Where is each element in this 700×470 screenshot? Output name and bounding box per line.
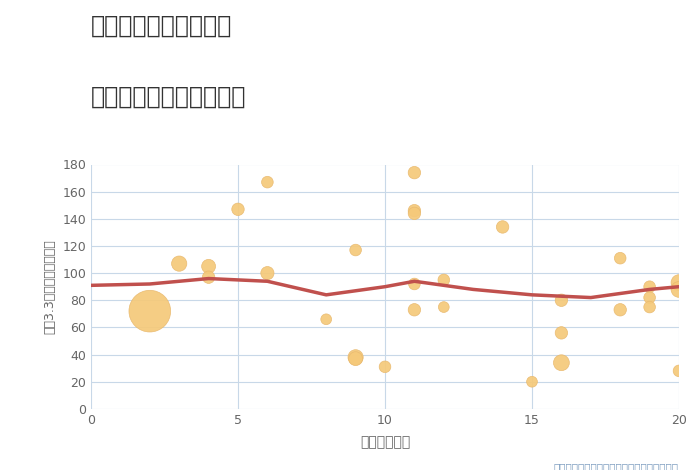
Point — [438, 303, 449, 311]
Point — [203, 263, 214, 270]
Point — [526, 378, 538, 385]
Point — [556, 329, 567, 337]
Point — [232, 205, 244, 213]
Text: 千葉県成田市北須賀の: 千葉県成田市北須賀の — [91, 14, 232, 38]
Point — [409, 306, 420, 313]
Point — [409, 280, 420, 288]
Point — [203, 274, 214, 281]
Text: 駅距離別中古戸建て価格: 駅距離別中古戸建て価格 — [91, 85, 246, 109]
Point — [409, 169, 420, 176]
Point — [556, 359, 567, 367]
Point — [321, 315, 332, 323]
Point — [174, 260, 185, 267]
Point — [350, 353, 361, 361]
Point — [644, 294, 655, 301]
Point — [144, 307, 155, 315]
Point — [438, 276, 449, 284]
Point — [262, 269, 273, 277]
Point — [379, 363, 391, 370]
X-axis label: 駅距離（分）: 駅距離（分） — [360, 435, 410, 449]
Point — [262, 179, 273, 186]
Point — [350, 355, 361, 362]
Point — [673, 286, 685, 293]
Point — [350, 246, 361, 254]
Y-axis label: 坪（3.3㎡）単価（万円）: 坪（3.3㎡）単価（万円） — [43, 239, 57, 334]
Point — [409, 207, 420, 214]
Point — [497, 223, 508, 231]
Point — [644, 303, 655, 311]
Text: 円の大きさは、取引のあった物件面積を示す: 円の大きさは、取引のあった物件面積を示す — [554, 462, 679, 470]
Point — [673, 367, 685, 375]
Point — [644, 283, 655, 290]
Point — [673, 279, 685, 286]
Point — [556, 297, 567, 304]
Point — [615, 306, 626, 313]
Point — [615, 254, 626, 262]
Point — [409, 210, 420, 217]
